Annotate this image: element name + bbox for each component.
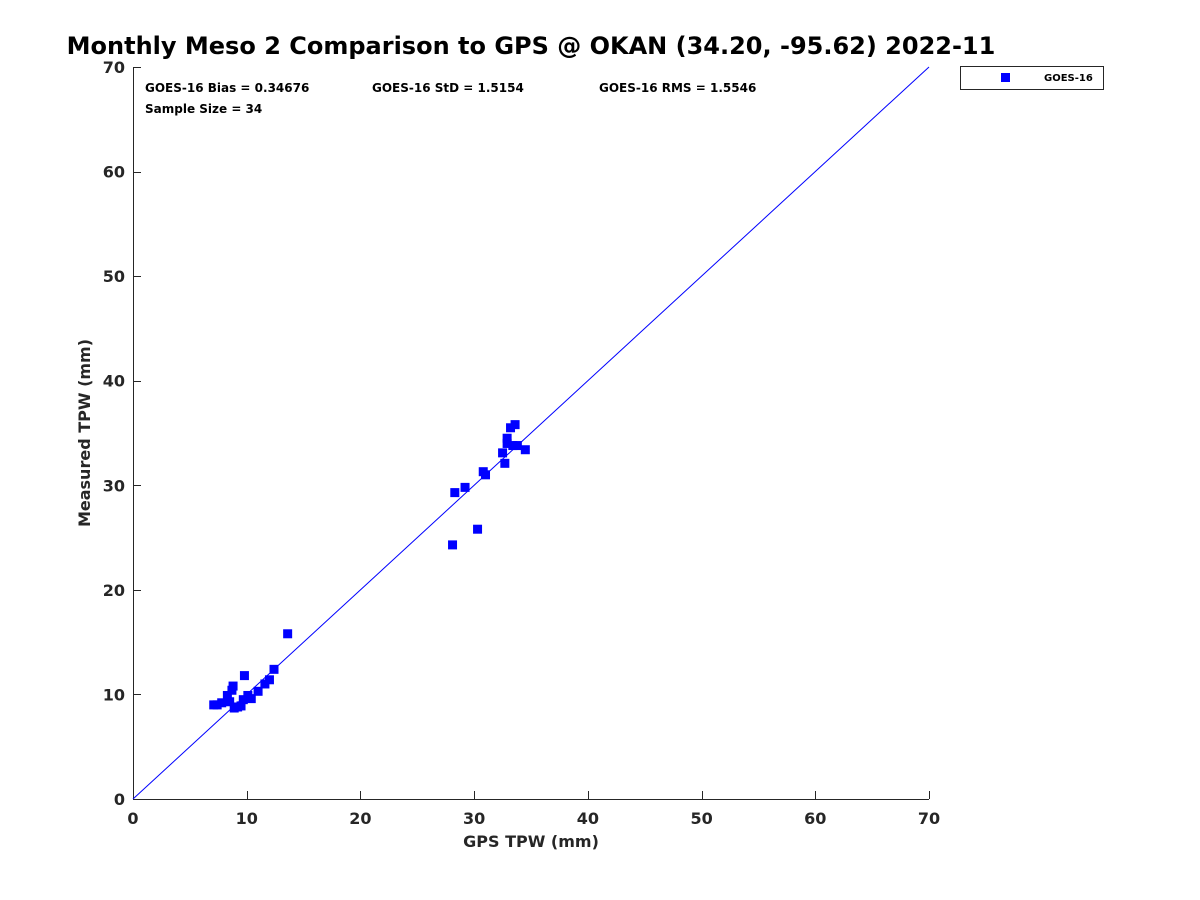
data-point <box>508 441 518 451</box>
y-axis-label: Measured TPW (mm) <box>75 339 94 527</box>
y-tick-label: 0 <box>114 790 125 809</box>
data-point <box>212 700 222 710</box>
legend: GOES-16 <box>960 66 1104 90</box>
data-point <box>500 458 510 468</box>
data-point <box>502 433 512 443</box>
y-tick-label: 60 <box>103 163 125 182</box>
data-point <box>225 697 235 707</box>
chart-title: Monthly Meso 2 Comparison to GPS @ OKAN … <box>67 32 996 60</box>
data-point <box>512 441 522 451</box>
x-tick-label: 0 <box>127 809 138 828</box>
data-point <box>510 420 520 430</box>
data-point <box>264 675 274 685</box>
data-point <box>222 690 232 700</box>
data-point <box>448 540 458 550</box>
data-point <box>260 679 270 689</box>
x-tick-label: 20 <box>349 809 371 828</box>
data-point <box>239 671 249 681</box>
x-axis-ticks: 0 10 20 30 40 50 60 70 <box>127 791 940 828</box>
data-point <box>520 445 530 455</box>
y-axis-ticks: 0 10 20 30 40 50 60 70 <box>103 58 141 809</box>
stat-std: GOES-16 StD = 1.5154 <box>372 81 524 95</box>
x-tick-label: 70 <box>918 809 940 828</box>
y-tick-label: 30 <box>103 476 125 495</box>
data-point <box>236 701 246 711</box>
x-tick-label: 10 <box>236 809 258 828</box>
x-tick-label: 30 <box>463 809 485 828</box>
legend-box <box>960 66 1104 90</box>
data-point <box>502 438 512 448</box>
x-axis-label: GPS TPW (mm) <box>463 832 599 851</box>
data-points <box>209 420 530 713</box>
data-point <box>253 686 263 696</box>
stat-sample-size: Sample Size = 34 <box>145 102 262 116</box>
data-point <box>269 664 279 674</box>
y-tick-label: 20 <box>103 581 125 600</box>
legend-marker-goes16 <box>1001 73 1010 82</box>
x-tick-label: 50 <box>690 809 712 828</box>
data-point <box>217 698 227 708</box>
data-point <box>481 470 491 480</box>
data-point <box>246 694 256 704</box>
x-tick-label: 40 <box>577 809 599 828</box>
data-point <box>498 448 508 458</box>
y-tick-label: 70 <box>103 58 125 77</box>
data-point <box>228 681 238 691</box>
stat-rms: GOES-16 RMS = 1.5546 <box>599 81 756 95</box>
stat-bias: GOES-16 Bias = 0.34676 <box>145 81 309 95</box>
legend-label-goes16: GOES-16 <box>1044 73 1093 84</box>
y-tick-label: 50 <box>103 267 125 286</box>
y-tick-label: 10 <box>103 685 125 704</box>
data-point <box>238 695 248 705</box>
x-tick-label: 60 <box>804 809 826 828</box>
data-point <box>460 482 470 492</box>
data-point <box>506 423 516 433</box>
y-tick-label: 40 <box>103 372 125 391</box>
data-point <box>283 629 293 639</box>
data-point <box>473 524 483 534</box>
data-point <box>450 488 460 498</box>
